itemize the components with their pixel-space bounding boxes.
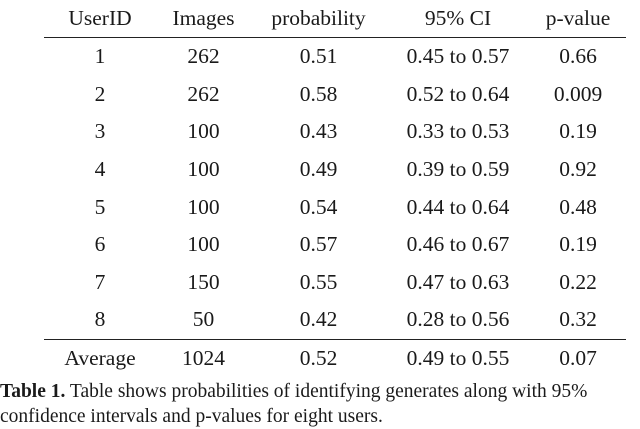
cell-images: 50 <box>192 307 215 332</box>
table-row: 2 262 0.58 0.52 to 0.64 0.009 <box>44 76 626 114</box>
header-pvalue: p-value <box>530 0 626 38</box>
cell-images: 100 <box>187 194 220 219</box>
cell-userid: 6 <box>94 232 106 257</box>
cell-pvalue: 0.19 <box>559 232 597 257</box>
cell-probability: 0.43 <box>299 119 338 144</box>
cell-ci: 0.33 to 0.53 <box>406 119 510 144</box>
caption-label: Table 1. <box>0 381 66 402</box>
cell-probability: 0.58 <box>299 81 338 106</box>
header-userid: UserID <box>44 0 156 38</box>
cell-userid: 2 <box>94 81 106 106</box>
cell-userid: 1 <box>94 44 106 69</box>
cell-probability: 0.55 <box>299 269 338 294</box>
cell-pvalue: 0.19 <box>559 119 597 144</box>
table-row: 6 100 0.57 0.46 to 0.67 0.19 <box>44 226 626 264</box>
cell-ci: 0.44 to 0.64 <box>406 194 510 219</box>
table-footer: Average 1024 0.52 0.49 to 0.55 0.07 <box>44 338 626 378</box>
footer-label: Average <box>44 338 156 378</box>
table-row: 8 50 0.42 0.28 to 0.56 0.32 <box>44 301 626 339</box>
header-ci: 95% CI <box>386 0 530 38</box>
cell-pvalue: 0.92 <box>559 157 597 182</box>
table-body: 1 262 0.51 0.45 to 0.57 0.66 2 262 0.58 … <box>44 38 626 340</box>
cell-pvalue: 0.48 <box>559 194 597 219</box>
table-row: 5 100 0.54 0.44 to 0.64 0.48 <box>44 188 626 226</box>
cell-userid: 5 <box>94 194 106 219</box>
footer-pvalue: 0.07 <box>530 338 626 378</box>
header-probability: probability <box>251 0 386 38</box>
header-images: Images <box>156 0 251 38</box>
cell-userid: 8 <box>94 307 106 332</box>
cell-ci: 0.46 to 0.67 <box>406 232 510 257</box>
footer-images: 1024 <box>156 338 251 378</box>
cell-ci: 0.28 to 0.56 <box>406 307 510 332</box>
cell-userid: 4 <box>94 157 106 182</box>
cell-probability: 0.54 <box>299 194 338 219</box>
caption-text-1: Table shows probabilities of identifying… <box>65 381 588 402</box>
cell-probability: 0.42 <box>299 307 338 332</box>
table-row: 7 150 0.55 0.47 to 0.63 0.22 <box>44 264 626 302</box>
cell-images: 100 <box>187 119 220 144</box>
average-row: Average 1024 0.52 0.49 to 0.55 0.07 <box>44 338 626 378</box>
caption-line-2: confidence intervals and p-values for ei… <box>0 406 383 427</box>
cell-images: 150 <box>187 269 220 294</box>
cell-pvalue: 0.32 <box>559 307 597 332</box>
cell-pvalue: 0.66 <box>559 44 597 69</box>
cell-probability: 0.57 <box>299 232 338 257</box>
table-row: 4 100 0.49 0.39 to 0.59 0.92 <box>44 151 626 189</box>
cell-userid: 3 <box>94 119 106 144</box>
table-row: 1 262 0.51 0.45 to 0.57 0.66 <box>44 38 626 76</box>
cell-ci: 0.52 to 0.64 <box>406 81 510 106</box>
table-header: UserID Images probability 95% CI p-value <box>44 0 626 38</box>
table-row: 3 100 0.43 0.33 to 0.53 0.19 <box>44 113 626 151</box>
cell-ci: 0.47 to 0.63 <box>406 269 510 294</box>
footer-probability: 0.52 <box>251 338 386 378</box>
cell-ci: 0.39 to 0.59 <box>406 157 510 182</box>
cell-images: 262 <box>187 81 220 106</box>
cell-images: 262 <box>187 44 220 69</box>
cell-pvalue: 0.22 <box>559 269 597 294</box>
cell-ci: 0.45 to 0.57 <box>406 44 510 69</box>
cell-images: 100 <box>187 232 220 257</box>
results-table: UserID Images probability 95% CI p-value… <box>44 0 626 378</box>
header-row: UserID Images probability 95% CI p-value <box>44 0 626 38</box>
cell-userid: 7 <box>94 269 106 294</box>
cell-images: 100 <box>187 157 220 182</box>
cell-pvalue: 0.009 <box>553 81 603 106</box>
results-table-container: UserID Images probability 95% CI p-value… <box>44 0 626 378</box>
caption-line-1: Table 1. Table shows probabilities of id… <box>0 379 640 404</box>
footer-ci: 0.49 to 0.55 <box>386 338 530 378</box>
cell-probability: 0.51 <box>299 44 338 69</box>
cell-probability: 0.49 <box>299 157 338 182</box>
